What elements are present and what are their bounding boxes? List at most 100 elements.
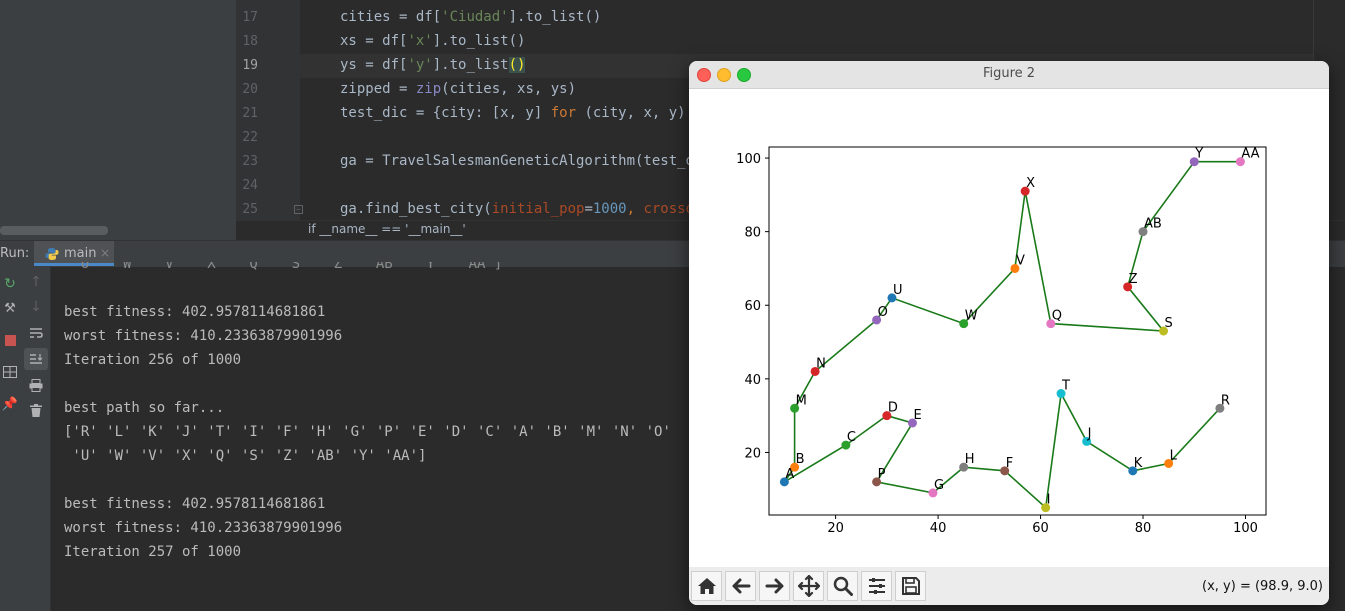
line-gutter — [236, 0, 300, 220]
city-point-b — [790, 462, 800, 472]
pin-icon[interactable]: 📌 — [1, 396, 19, 412]
tab-main-label: main — [64, 246, 97, 261]
city-point-ab — [1138, 227, 1148, 237]
home-button[interactable] — [691, 571, 722, 601]
python-icon — [45, 248, 59, 260]
city-label-t: T — [1061, 379, 1070, 394]
city-label-v: V — [1016, 253, 1025, 268]
print-icon[interactable] — [26, 376, 46, 394]
save-button[interactable] — [895, 571, 926, 601]
city-point-m — [790, 403, 800, 413]
close-icon[interactable]: × — [100, 246, 111, 260]
city-point-u — [887, 293, 897, 303]
soft-wrap-icon[interactable] — [26, 324, 46, 342]
city-label-d: D — [888, 401, 898, 416]
breadcrumb-item[interactable]: if __name__ == '__main__' — [308, 222, 466, 236]
city-point-i — [1041, 503, 1051, 513]
city-label-l: L — [1170, 448, 1178, 463]
console-line: best fitness: 402.9578114681861 — [64, 496, 326, 512]
city-point-aa — [1235, 157, 1245, 167]
city-label-o: O — [878, 305, 888, 320]
city-point-o — [872, 315, 882, 325]
minimize-window-button[interactable] — [717, 68, 731, 82]
city-label-a: A — [785, 467, 794, 482]
down-arrow-icon[interactable]: ↓ — [30, 299, 42, 315]
scroll-to-end-icon[interactable] — [24, 348, 48, 370]
zoom-button[interactable] — [827, 571, 858, 601]
city-point-s — [1159, 326, 1169, 336]
code-line[interactable]: ga.find_best_city(initial_pop=1000, cros… — [340, 201, 695, 217]
y-tick-label: 60 — [744, 299, 761, 314]
console-line: 'U' 'W' 'V' 'X' 'Q' 'S' 'Z' 'AB' 'Y' 'AA… — [64, 256, 503, 272]
city-point-z — [1123, 282, 1133, 292]
line-number: 18 — [242, 34, 258, 49]
save-icon — [901, 577, 920, 595]
city-point-y — [1189, 157, 1199, 167]
route-line — [783, 160, 1241, 510]
y-tick-label: 80 — [744, 226, 761, 241]
pan-icon — [797, 575, 820, 597]
back-button[interactable] — [725, 571, 756, 601]
code-line[interactable]: xs = df['x'].to_list() — [340, 33, 526, 49]
stop-icon[interactable] — [1, 331, 19, 349]
home-icon — [697, 578, 716, 594]
zoom-window-button[interactable] — [737, 68, 751, 82]
code-line[interactable]: ga = TravelSalesmanGeneticAlgorithm(test… — [340, 153, 695, 169]
console-line: Iteration 256 of 1000 — [64, 352, 242, 368]
city-point-j — [1082, 436, 1092, 446]
city-point-w — [959, 319, 969, 329]
line-number: 17 — [242, 10, 258, 25]
line-number: 19 — [242, 58, 258, 73]
city-label-r: R — [1221, 393, 1230, 408]
console-toolbar: ↑ ↓ — [22, 267, 51, 611]
tsp-route-plot: 20 40 60 80 100 20 40 60 80 100 R L K J T I F H G P ED C AB M N… — [736, 146, 1267, 536]
line-number: 25 — [242, 202, 258, 217]
forward-arrow-icon — [765, 578, 783, 594]
code-line[interactable]: test_dic = {city: [x, y] for (city, x, y… — [340, 105, 686, 121]
city-point-x — [1020, 186, 1030, 196]
configure-subplots-button[interactable] — [861, 571, 892, 601]
city-point-l — [1164, 458, 1174, 468]
city-point-p — [872, 477, 882, 487]
up-arrow-icon[interactable]: ↑ — [30, 274, 42, 290]
city-label-e: E — [913, 408, 921, 423]
city-point-a — [779, 477, 789, 487]
close-window-button[interactable] — [697, 68, 711, 82]
x-tick-label: 80 — [1135, 521, 1152, 536]
console-line: Iteration 257 of 1000 — [64, 544, 242, 560]
city-label-u: U — [893, 283, 903, 298]
horizontal-scrollbar[interactable] — [0, 226, 108, 235]
layout-icon[interactable] — [1, 363, 19, 381]
back-arrow-icon — [732, 578, 750, 594]
console-line: worst fitness: 410.23363879901996 — [64, 328, 343, 344]
code-line[interactable]: cities = df['Ciudad'].to_list() — [340, 9, 602, 25]
rerun-icon[interactable]: ↻ — [4, 276, 16, 292]
figure-titlebar[interactable] — [689, 61, 1329, 89]
figure-title: Figure 2 — [982, 66, 1036, 81]
city-point-r — [1215, 403, 1225, 413]
fold-collapse-icon[interactable]: − — [294, 205, 303, 214]
forward-button[interactable] — [759, 571, 790, 601]
code-line[interactable]: zipped = zip(cities, xs, ys) — [340, 81, 577, 97]
trash-icon[interactable] — [26, 401, 46, 419]
line-number: 22 — [242, 130, 258, 145]
city-point-q — [1046, 319, 1056, 329]
city-point-k — [1128, 466, 1138, 476]
city-label-x: X — [1026, 176, 1035, 191]
city-label-s: S — [1165, 316, 1173, 331]
run-panel-label: Run: — [0, 246, 30, 261]
city-label-i: I — [1047, 493, 1051, 508]
city-point-c — [841, 440, 851, 450]
project-pane — [0, 0, 236, 240]
city-point-n — [810, 366, 820, 376]
code-line[interactable]: ys = df['y'].to_list() — [340, 57, 526, 73]
figure-window[interactable]: Figure 2 20 40 60 80 100 20 40 60 80 100 R L K J T I F H… — [689, 61, 1329, 605]
console-line: ['R' 'L' 'K' 'J' 'T' 'I' 'F' 'H' 'G' 'P'… — [64, 424, 671, 440]
wrench-icon[interactable]: ⚒ — [4, 300, 16, 316]
city-label-p: P — [878, 467, 886, 482]
city-label-j: J — [1087, 426, 1092, 441]
line-number: 20 — [242, 82, 258, 97]
city-point-t — [1056, 389, 1066, 399]
pan-button[interactable] — [793, 571, 824, 601]
